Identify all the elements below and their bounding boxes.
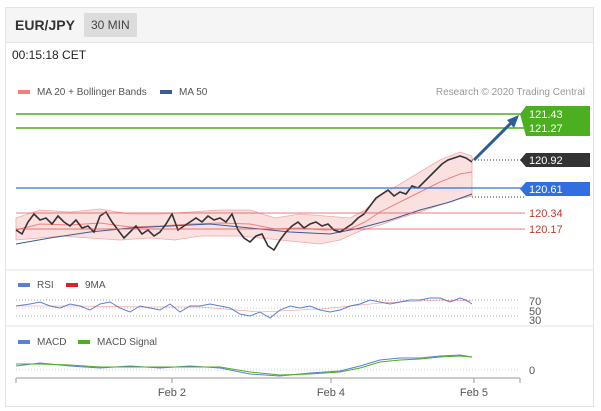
- x-tick-label-feb4: Feb 4: [317, 387, 345, 399]
- x-tick-label-feb5: Feb 5: [460, 387, 488, 399]
- legend-label-bollinger: MA 20 + Bollinger Bands: [37, 87, 147, 98]
- ma50-line: [15, 193, 473, 245]
- rsi-axis-50: 50: [529, 306, 541, 318]
- legend-swatch-macd-signal: [78, 340, 90, 344]
- last-price-value: 120.92: [529, 155, 563, 167]
- rsi-axis-70: 70: [529, 296, 541, 308]
- macd-axis-0: 0: [529, 365, 535, 377]
- pivot-tag: [520, 182, 590, 196]
- rsi-axis-30: 30: [529, 315, 541, 327]
- legend-label-macd-signal: MACD Signal: [97, 337, 157, 348]
- symbol-label: EUR/JPY: [15, 17, 75, 33]
- legend-label-9ma: 9MA: [85, 280, 106, 291]
- legend-swatch-9ma: [66, 283, 78, 287]
- legend-swatch-ma50: [160, 90, 172, 94]
- pivot-value: 120.61: [529, 184, 563, 196]
- legend-label-ma50: MA 50: [179, 87, 208, 98]
- forecast-arrow-icon: [507, 115, 519, 128]
- rsi-legend: RSI 9MA: [18, 280, 106, 291]
- ma20-line: [15, 171, 473, 231]
- last-price-tag: [520, 153, 590, 167]
- x-tick-label-feb2: Feb 2: [158, 387, 186, 399]
- legend-swatch-rsi: [18, 283, 30, 287]
- chart-widget: EUR/JPY 30 MIN: [5, 7, 594, 407]
- resistance-1-value: 121.27: [529, 123, 563, 135]
- legend-label-rsi: RSI: [37, 280, 54, 291]
- rsi-9ma-line: [16, 299, 473, 313]
- resistance-2-value: 121.43: [529, 109, 563, 121]
- macd-line: [15, 354, 473, 377]
- main-legend: MA 20 + Bollinger Bands MA 50: [18, 87, 208, 98]
- resistance-2-tag: [520, 106, 590, 136]
- timestamp: 00:15:18 CET: [12, 48, 87, 62]
- macd-signal-line: [16, 355, 473, 376]
- forecast-arrow-shaft: [472, 120, 514, 162]
- support-2-value: 120.17: [529, 224, 563, 236]
- macd-legend: MACD MACD Signal: [18, 337, 157, 348]
- support-1-value: 120.34: [529, 208, 563, 220]
- chart-header: EUR/JPY 30 MIN: [6, 8, 593, 43]
- credit-text: Research © 2020 Trading Central: [436, 87, 585, 98]
- legend-swatch-bollinger: [18, 90, 30, 94]
- candlesticks: [15, 155, 473, 252]
- timeframe-badge[interactable]: 30 MIN: [84, 13, 137, 37]
- legend-swatch-macd: [18, 340, 30, 344]
- bollinger-band: [15, 151, 473, 245]
- legend-label-macd: MACD: [37, 337, 66, 348]
